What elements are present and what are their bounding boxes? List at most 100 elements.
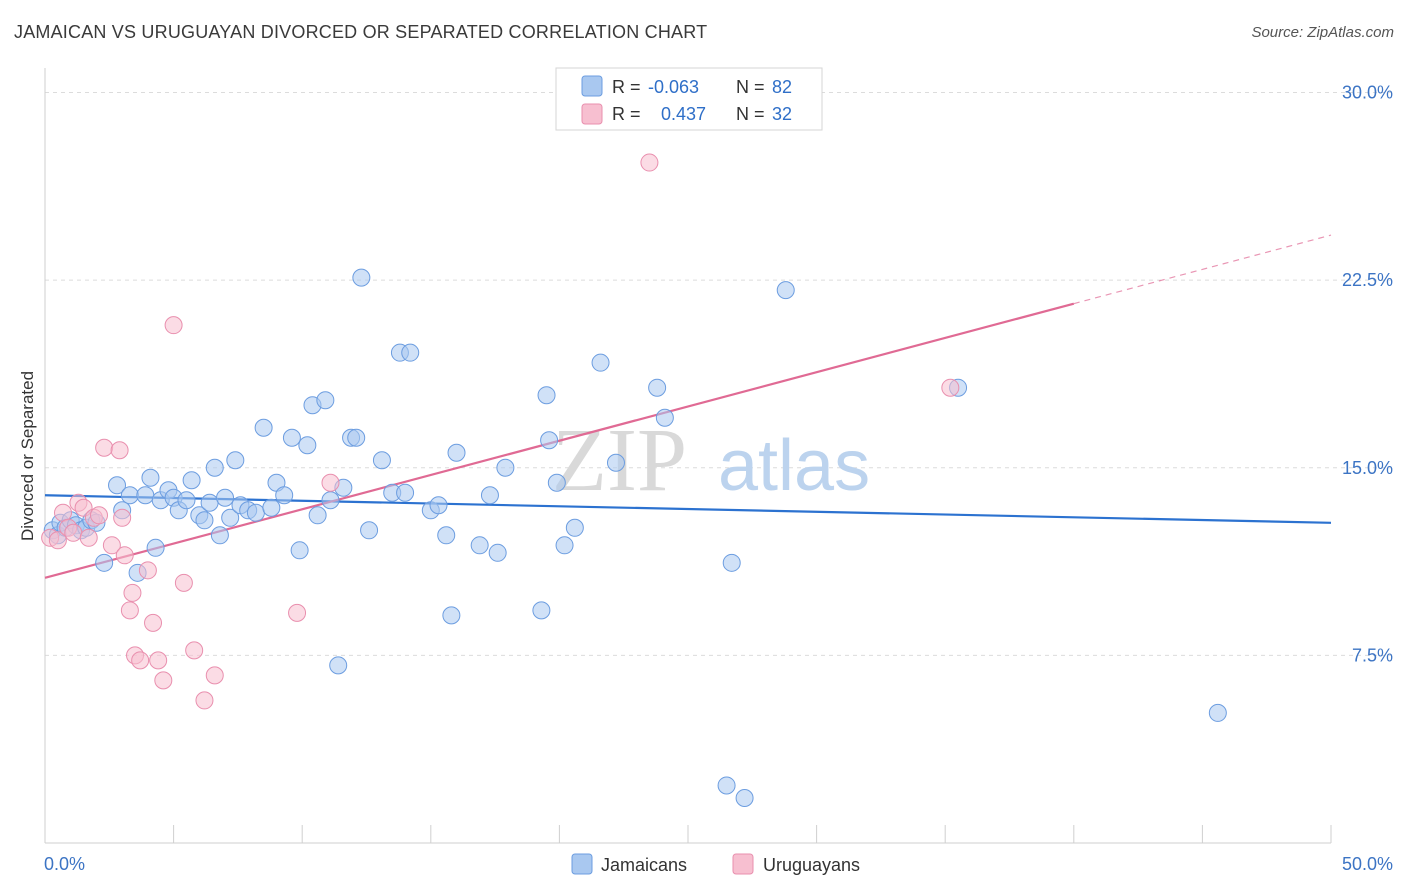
point-jamaicans bbox=[717, 776, 736, 795]
point-jamaicans bbox=[120, 486, 139, 505]
point-uruguayans bbox=[185, 641, 204, 660]
point-uruguayans bbox=[79, 528, 98, 547]
point-jamaicans bbox=[298, 436, 317, 455]
point-jamaicans bbox=[360, 521, 379, 540]
bottom-legend-swatch-jamaicans bbox=[571, 853, 593, 875]
point-jamaicans bbox=[321, 491, 340, 510]
legend-n-value-2: 32 bbox=[772, 104, 792, 124]
trend-lines bbox=[44, 234, 1332, 579]
point-jamaicans bbox=[1208, 703, 1227, 722]
point-jamaicans bbox=[95, 553, 114, 572]
point-uruguayans bbox=[64, 523, 83, 542]
point-jamaicans bbox=[429, 496, 448, 515]
data-points bbox=[41, 153, 1227, 807]
point-jamaicans bbox=[146, 538, 165, 557]
chart-title: JAMAICAN VS URUGUAYAN DIVORCED OR SEPARA… bbox=[14, 22, 708, 42]
point-jamaicans bbox=[591, 353, 610, 372]
point-jamaicans bbox=[470, 536, 489, 555]
bottom-legend-swatch-uruguayans bbox=[732, 853, 754, 875]
legend-r-value-1: -0.063 bbox=[648, 77, 699, 97]
grid-lines bbox=[45, 92, 1392, 656]
point-uruguayans bbox=[102, 536, 121, 555]
legend-r-value-2: 0.437 bbox=[661, 104, 706, 124]
point-uruguayans bbox=[54, 503, 73, 522]
source-label: Source: ZipAtlas.com bbox=[1251, 24, 1394, 41]
point-jamaicans bbox=[210, 526, 229, 545]
point-uruguayans bbox=[48, 531, 67, 550]
point-uruguayans bbox=[95, 438, 114, 457]
point-jamaicans bbox=[735, 788, 754, 807]
trend-line-jamaicans bbox=[44, 494, 1332, 524]
point-jamaicans bbox=[776, 281, 795, 300]
point-uruguayans bbox=[195, 691, 214, 710]
tick-labels: 7.5% 15.0% 22.5% 30.0% 0.0% 50.0% bbox=[44, 83, 1393, 874]
point-jamaicans bbox=[205, 458, 224, 477]
point-jamaicans bbox=[329, 656, 348, 675]
y-axis-title: Divorced or Separated bbox=[18, 371, 37, 541]
point-jamaicans bbox=[182, 471, 201, 490]
point-jamaicans bbox=[254, 418, 273, 437]
legend-n-label-1: N = bbox=[736, 77, 765, 97]
point-jamaicans bbox=[226, 451, 245, 470]
point-jamaicans bbox=[648, 378, 667, 397]
trend-line-uruguayans bbox=[44, 302, 1075, 579]
legend-n-label-2: N = bbox=[736, 104, 765, 124]
point-uruguayans bbox=[174, 573, 193, 592]
point-jamaicans bbox=[246, 503, 265, 522]
y-tick-label: 15.0% bbox=[1342, 458, 1393, 478]
watermark-atlas: atlas bbox=[718, 426, 870, 506]
point-jamaicans bbox=[488, 543, 507, 562]
point-jamaicans bbox=[262, 498, 281, 517]
point-uruguayans bbox=[90, 506, 109, 525]
point-jamaicans bbox=[282, 428, 301, 447]
point-jamaicans bbox=[496, 458, 515, 477]
point-uruguayans bbox=[115, 546, 134, 565]
point-jamaicans bbox=[555, 536, 574, 555]
point-jamaicans bbox=[606, 453, 625, 472]
point-jamaicans bbox=[396, 483, 415, 502]
point-jamaicans bbox=[401, 343, 420, 362]
legend-swatch-jamaicans bbox=[581, 75, 603, 97]
point-jamaicans bbox=[442, 606, 461, 625]
axes bbox=[44, 68, 1332, 844]
x-tick-label: 50.0% bbox=[1342, 854, 1393, 874]
point-jamaicans bbox=[480, 486, 499, 505]
y-tick-label: 22.5% bbox=[1342, 270, 1393, 290]
x-tick-label: 0.0% bbox=[44, 854, 85, 874]
point-uruguayans bbox=[138, 561, 157, 580]
trend-line-uruguayans-extension bbox=[1073, 234, 1332, 305]
point-uruguayans bbox=[941, 378, 960, 397]
point-jamaicans bbox=[565, 518, 584, 537]
legend: R = -0.063 N = 82 R = 0.437 N = 32 bbox=[555, 67, 823, 131]
point-jamaicans bbox=[195, 511, 214, 530]
point-jamaicans bbox=[308, 506, 327, 525]
y-tick-label: 7.5% bbox=[1352, 645, 1393, 665]
point-jamaicans bbox=[540, 431, 559, 450]
point-uruguayans bbox=[640, 153, 659, 172]
legend-n-value-1: 82 bbox=[772, 77, 792, 97]
point-jamaicans bbox=[532, 601, 551, 620]
point-uruguayans bbox=[321, 473, 340, 492]
point-jamaicans bbox=[347, 428, 366, 447]
point-jamaicans bbox=[136, 486, 155, 505]
point-jamaicans bbox=[537, 386, 556, 405]
point-uruguayans bbox=[205, 666, 224, 685]
point-jamaicans bbox=[200, 493, 219, 512]
point-uruguayans bbox=[288, 603, 307, 622]
point-jamaicans bbox=[372, 451, 391, 470]
point-jamaicans bbox=[437, 526, 456, 545]
point-jamaicans bbox=[722, 553, 741, 572]
point-jamaicans bbox=[221, 508, 240, 527]
point-uruguayans bbox=[113, 508, 132, 527]
point-uruguayans bbox=[110, 441, 129, 460]
legend-r-label-2: R = bbox=[612, 104, 641, 124]
bottom-legend-uruguayans: Uruguayans bbox=[763, 855, 860, 875]
point-uruguayans bbox=[131, 651, 150, 670]
point-jamaicans bbox=[216, 488, 235, 507]
watermark: ZIP atlas bbox=[552, 411, 870, 510]
point-uruguayans bbox=[120, 601, 139, 620]
legend-swatch-uruguayans bbox=[581, 103, 603, 125]
point-jamaicans bbox=[547, 473, 566, 492]
point-jamaicans bbox=[108, 476, 127, 495]
